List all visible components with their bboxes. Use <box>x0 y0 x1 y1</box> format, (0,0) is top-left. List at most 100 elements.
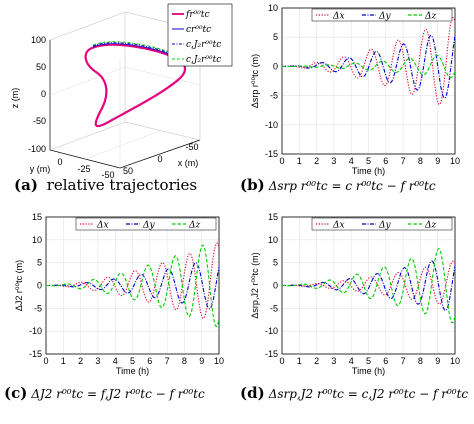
legend-label: Δy <box>142 221 155 231</box>
panel-d: 0 1 2 3 4 5 6 7 8 9 10 15 10 5 0 -5 -10 -15 Time (h) Δsrp,J… <box>240 212 468 402</box>
y-tick-label: 10 <box>32 235 42 245</box>
plot-frame-b <box>281 7 456 155</box>
y-axis-label: Δsrp,J2 r⁰⁰tc (m) <box>250 252 260 318</box>
y-tick-label: 15 <box>32 212 42 222</box>
x-tick-label: 8 <box>418 356 423 366</box>
series-line-Δx <box>282 16 455 106</box>
x-tick-label: 5 <box>366 156 371 166</box>
legend-label: Δy <box>378 12 391 22</box>
y-tick-label: -10 <box>265 326 278 336</box>
caption-b: (b) Δsrp r⁰⁰tc = c r⁰⁰tc − f r⁰⁰tc <box>240 176 436 194</box>
x-tick-0: 50 <box>123 166 133 176</box>
z-tick-2: 0 <box>41 89 46 99</box>
panel-a-x-label: x (m) <box>178 158 199 168</box>
x-tick-label: 6 <box>147 356 152 366</box>
x-tick-label: 2 <box>78 356 83 366</box>
caption-a: (a) relative trajectories <box>14 176 197 194</box>
x-axis-label: Time (h) <box>352 366 385 376</box>
legend-label: Δy <box>378 221 391 231</box>
y-tick-label: 5 <box>273 258 278 268</box>
series-line-Δz <box>282 54 455 79</box>
x-axis-label: Time (h) <box>352 166 385 176</box>
series-group-d <box>282 248 455 324</box>
y-tick-label: 10 <box>268 235 278 245</box>
caption-a-text: relative trajectories <box>47 176 197 194</box>
x-axis-label: Time (h) <box>116 366 149 376</box>
panel-a: 100 50 0 -50 -100 z (m) 0 -25 -50 y (m) … <box>10 3 233 194</box>
y-tick-label: -5 <box>34 303 42 313</box>
legend-label: Δz <box>188 221 200 231</box>
legend-label: Δz <box>424 221 436 231</box>
panel-a-x-ticks: 50 0 -50 <box>123 142 199 176</box>
x-tick-label: 4 <box>349 356 354 366</box>
series-line-Δy <box>282 34 455 99</box>
x-tick-label: 9 <box>199 356 204 366</box>
x-tick-label: 6 <box>383 156 388 166</box>
series-line-Δz <box>282 248 455 324</box>
legend-d: Δx Δy Δz <box>311 217 453 231</box>
y-axis-label: ΔJ2 r⁰⁰tc (m) <box>14 260 24 311</box>
legend-label: Δz <box>424 12 436 22</box>
x-tick-label: 0 <box>43 356 48 366</box>
y-axis-label: Δsrp r⁰⁰tc (m) <box>250 54 260 108</box>
panel-a-y-label: y (m) <box>30 164 51 174</box>
caption-text: Δsrp r⁰⁰tc = c r⁰⁰tc − f r⁰⁰tc <box>268 179 436 193</box>
x-tick-label: 7 <box>401 156 406 166</box>
x-tick-label: 2 <box>314 156 319 166</box>
y-tick-0: 0 <box>57 157 62 167</box>
x-tick-label: 10 <box>214 356 224 366</box>
x-tick-label: 3 <box>331 356 336 366</box>
panel-a-z-label: z (m) <box>10 88 20 109</box>
legend-b: Δx Δy Δz <box>311 8 453 22</box>
x-tick-label: 8 <box>418 156 423 166</box>
x-tick-label: 0 <box>279 156 284 166</box>
y-tick-label: 0 <box>273 61 278 71</box>
caption-d: (d) Δsrp,J2 r⁰⁰tc = c,J2 r⁰⁰tc − f r⁰⁰tc <box>240 384 468 402</box>
x-tick-label: 1 <box>297 356 302 366</box>
x-tick-label: 7 <box>165 356 170 366</box>
x-tick-label: 5 <box>130 356 135 366</box>
x-tick-1: 0 <box>157 154 162 164</box>
grid-c <box>45 216 220 355</box>
x-tick-label: 3 <box>95 356 100 366</box>
z-tick-3: -50 <box>33 116 46 126</box>
x-tick-label: 9 <box>435 356 440 366</box>
y-tick-label: 5 <box>273 32 278 42</box>
y-tick-2: -50 <box>101 170 114 180</box>
x-tick-2: -50 <box>185 142 198 152</box>
x-tick-label: 6 <box>383 356 388 366</box>
y-tick-label: -5 <box>270 303 278 313</box>
caption-a-letter: (a) <box>14 176 38 194</box>
y-tick-label: -15 <box>29 349 42 359</box>
x-tick-label: 1 <box>297 156 302 166</box>
x-tick-label: 4 <box>113 356 118 366</box>
legend-label: Δx <box>96 221 109 231</box>
x-tick-label: 10 <box>450 356 460 366</box>
panel-c: 0 1 2 3 4 5 6 7 8 9 10 15 10 5 0 -5 -10 -15 Time (h) ΔJ2 r⁰… <box>4 212 224 402</box>
y-tick-label: 0 <box>37 281 42 291</box>
x-tick-label: 7 <box>401 356 406 366</box>
legend-a-1: cr⁰⁰tc <box>186 25 211 35</box>
legend-a-0: fr⁰⁰tc <box>185 10 210 20</box>
x-tick-label: 2 <box>314 356 319 366</box>
y-tick-label: -10 <box>265 120 278 130</box>
y-tick-label: -15 <box>265 349 278 359</box>
series-line-Δx <box>46 242 219 319</box>
caption-letter: (b) <box>240 176 265 194</box>
z-tick-4: -100 <box>28 144 46 154</box>
x-tick-label: 9 <box>435 156 440 166</box>
caption-text: Δsrp,J2 r⁰⁰tc = c,J2 r⁰⁰tc − f r⁰⁰tc <box>268 387 469 401</box>
x-tick-label: 4 <box>349 156 354 166</box>
z-tick-0: 100 <box>31 35 46 45</box>
panel-a-y-ticks: 0 -25 -50 <box>57 157 114 180</box>
z-tick-1: 50 <box>36 62 46 72</box>
grid-b <box>281 7 456 155</box>
caption-letter: (c) <box>4 384 27 402</box>
legend-a-3: c,J₂r⁰⁰tc <box>186 55 221 65</box>
y-tick-label: -5 <box>270 91 278 101</box>
series-group-b <box>282 16 455 106</box>
legend-c: Δx Δy Δz <box>75 217 217 231</box>
x-tick-label: 3 <box>331 156 336 166</box>
series-line-Δx <box>282 260 455 305</box>
